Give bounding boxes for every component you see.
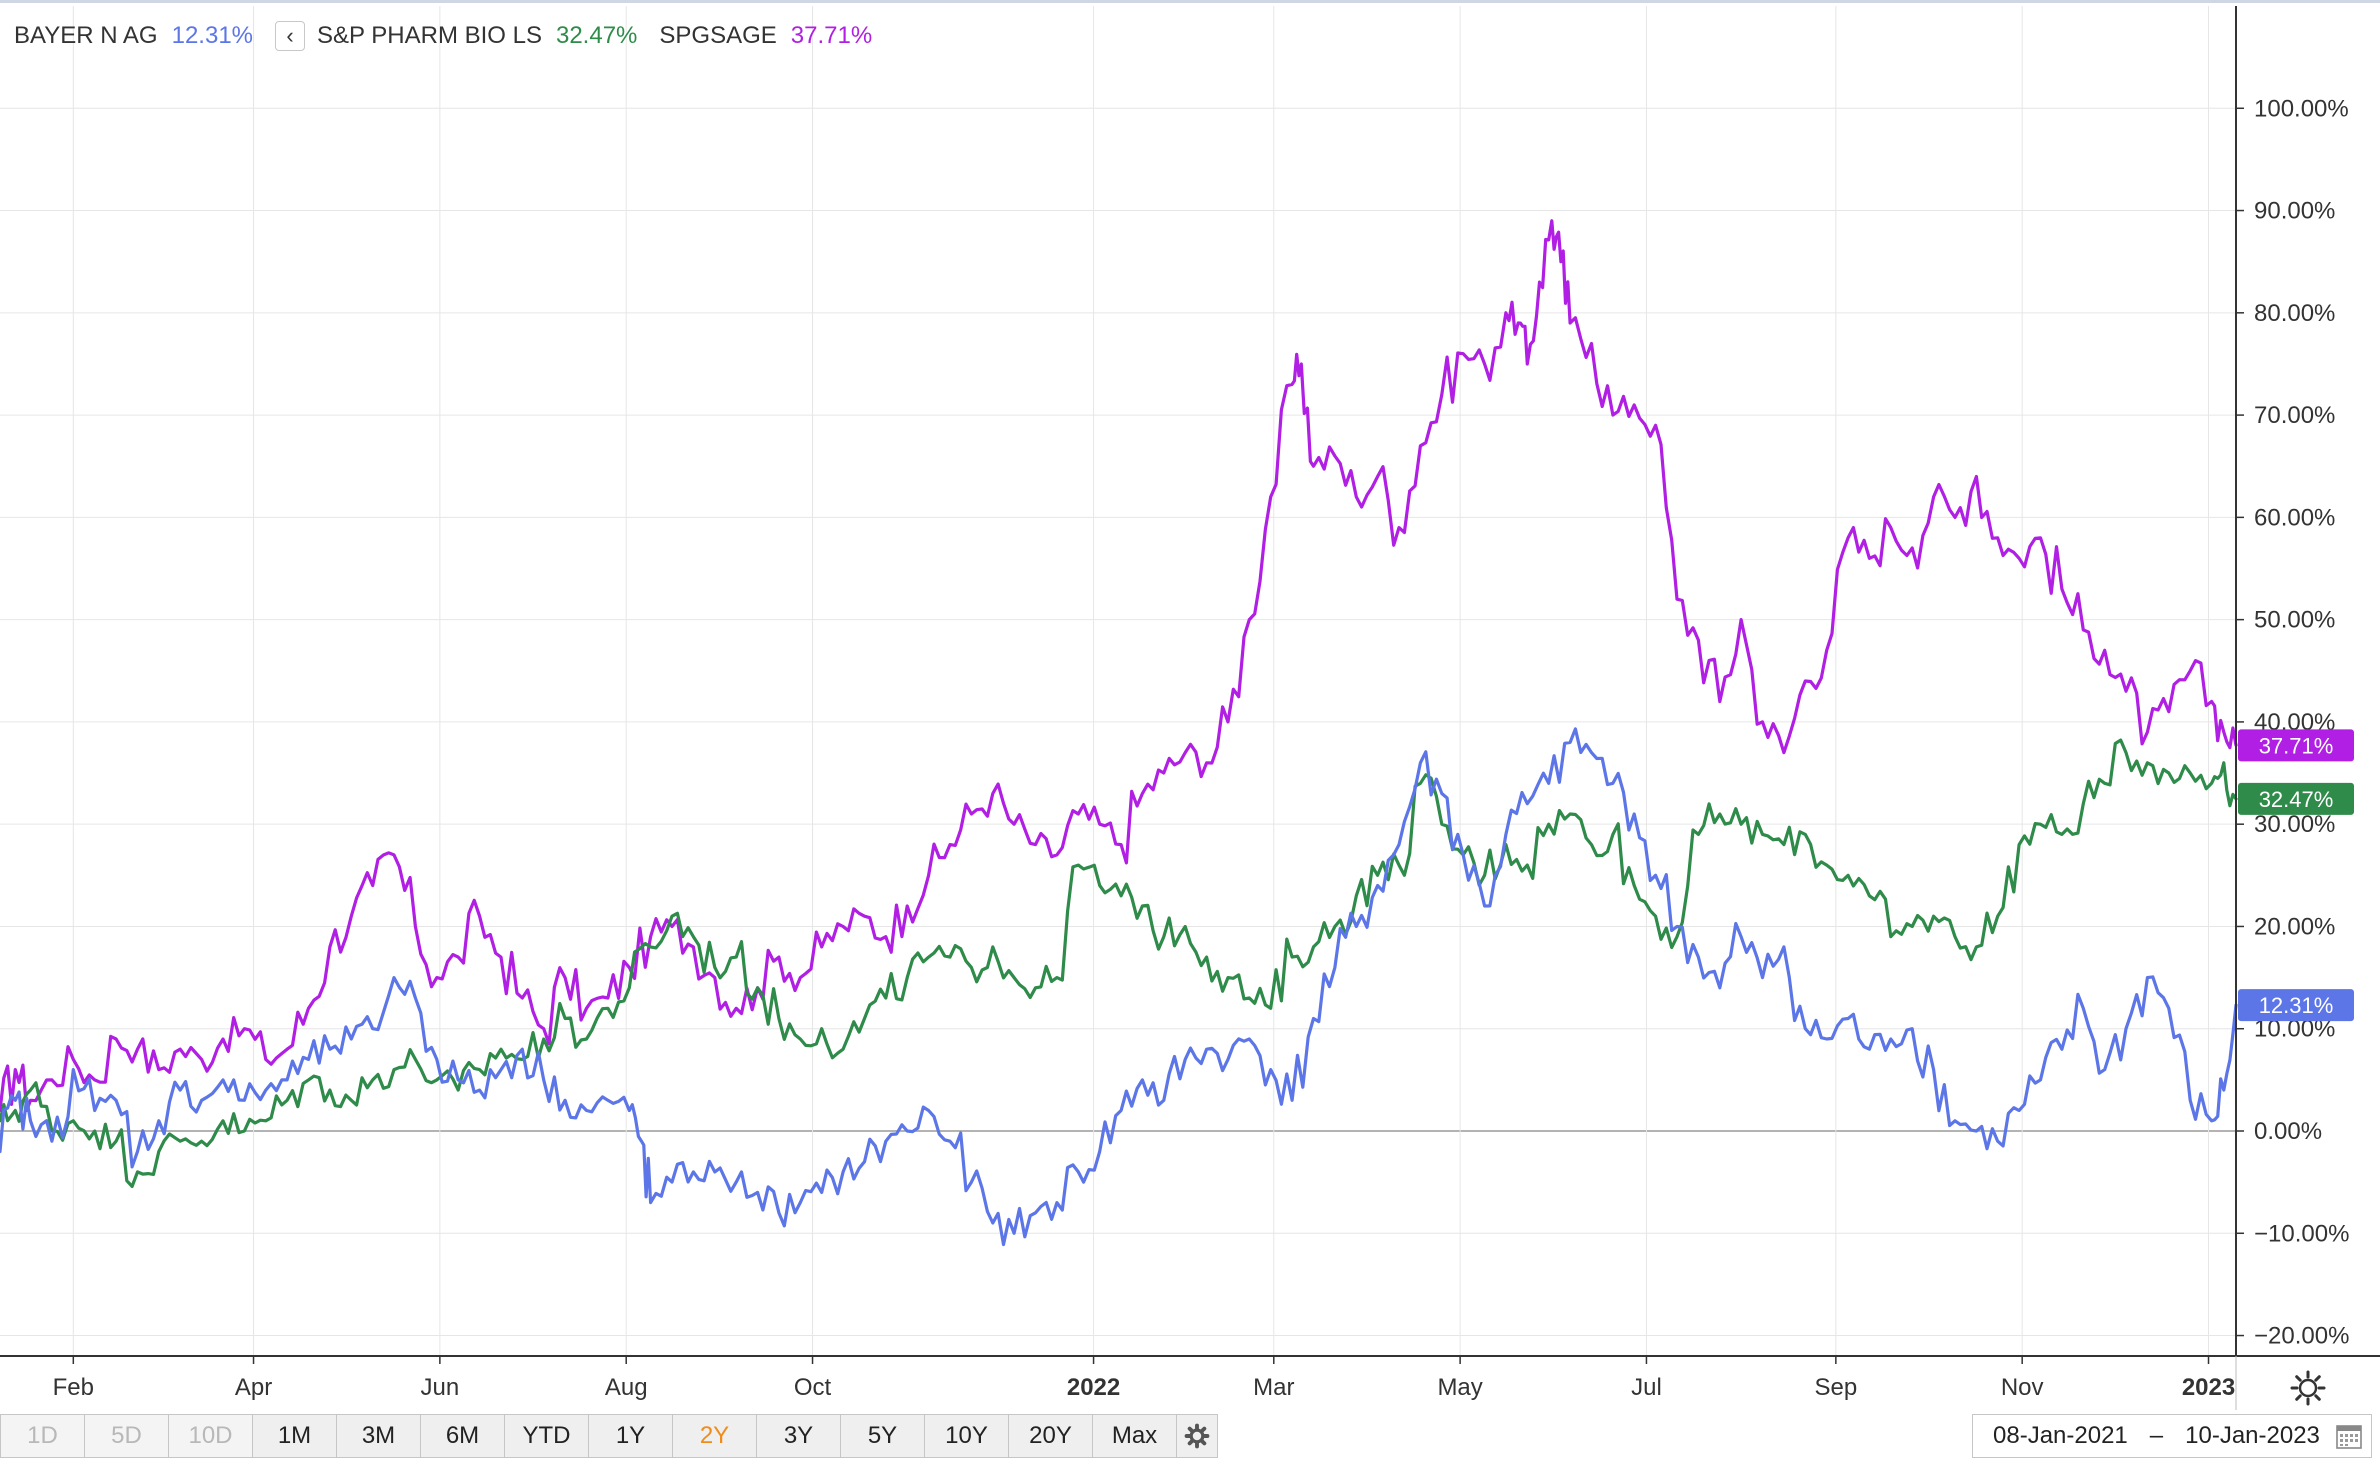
series-line bbox=[0, 738, 2238, 1188]
y-tick-label: 30.00% bbox=[2254, 811, 2335, 838]
y-tick-label: −20.00% bbox=[2254, 1323, 2349, 1350]
x-tick-label: Mar bbox=[1253, 1374, 1294, 1401]
x-tick-label: Oct bbox=[794, 1374, 832, 1401]
legend-value-bayer: 12.31% bbox=[171, 22, 254, 49]
range-button-1y[interactable]: 1Y bbox=[588, 1414, 673, 1458]
legend-name-bayer: BAYER N AG bbox=[14, 22, 158, 49]
x-tick-label: Apr bbox=[235, 1374, 272, 1401]
x-tick-label: May bbox=[1437, 1374, 1482, 1401]
last-value-label: 32.47% bbox=[2259, 787, 2334, 812]
date-range-picker[interactable]: 08-Jan-2021 – 10-Jan-2023 bbox=[1972, 1414, 2372, 1458]
series-line bbox=[0, 219, 2238, 1113]
last-value-label: 12.31% bbox=[2259, 993, 2334, 1018]
calendar-icon[interactable] bbox=[2335, 1422, 2363, 1450]
y-tick-label: 0.00% bbox=[2254, 1118, 2322, 1145]
y-tick-label: 70.00% bbox=[2254, 402, 2335, 429]
x-tick-label: Aug bbox=[605, 1374, 648, 1401]
x-tick-label: Feb bbox=[53, 1374, 94, 1401]
range-button-5y[interactable]: 5Y bbox=[840, 1414, 925, 1458]
top-border bbox=[0, 0, 2380, 3]
last-value-badges: 37.71% 32.47% 12.31% bbox=[2238, 729, 2354, 1022]
date-range-to[interactable]: 10-Jan-2023 bbox=[2185, 1422, 2320, 1449]
legend-value-spgsage: 37.71% bbox=[790, 22, 873, 49]
y-tick-label: 20.00% bbox=[2254, 913, 2335, 940]
gear-icon bbox=[1184, 1423, 1210, 1449]
legend-name-pharm: S&P PHARM BIO LS bbox=[317, 22, 542, 49]
x-tick-label: Nov bbox=[2001, 1374, 2044, 1401]
range-button-3y[interactable]: 3Y bbox=[756, 1414, 841, 1458]
y-tick-label: 100.00% bbox=[2254, 95, 2349, 122]
range-button-10d[interactable]: 10D bbox=[168, 1414, 253, 1458]
y-axis-ticks: 100.00%90.00%80.00%70.00%60.00%50.00%40.… bbox=[2236, 95, 2349, 1350]
range-button-1d[interactable]: 1D bbox=[0, 1414, 85, 1458]
x-axis-ticks: Feb Apr Jun Aug Oct 2022 Mar May Jul Sep Nov 2023 bbox=[53, 1356, 2235, 1401]
x-tick-label: Jul bbox=[1631, 1374, 1662, 1401]
legend-value-pharm: 32.47% bbox=[555, 22, 638, 49]
range-button-bar: 1D 5D 10D 1M 3M 6M YTD 1Y 2Y 3Y 5Y 10Y 2… bbox=[0, 1414, 1218, 1460]
series-line bbox=[0, 727, 2238, 1247]
last-value-badge bbox=[2238, 782, 2354, 815]
date-range-from[interactable]: 08-Jan-2021 bbox=[1993, 1422, 2128, 1449]
range-button-6m[interactable]: 6M bbox=[420, 1414, 505, 1458]
x-tick-label: Sep bbox=[1814, 1374, 1857, 1401]
range-settings-button[interactable] bbox=[1176, 1414, 1218, 1458]
chart-settings-icon[interactable] bbox=[2288, 1368, 2328, 1408]
grid bbox=[0, 6, 2236, 1356]
x-tick-label: 2023 bbox=[2182, 1374, 2235, 1401]
x-tick-label: Jun bbox=[421, 1374, 460, 1401]
chevron-left-icon: ‹ bbox=[286, 23, 294, 48]
y-tick-label: 80.00% bbox=[2254, 300, 2335, 327]
y-tick-label: 50.00% bbox=[2254, 607, 2335, 634]
legend-collapse-button[interactable]: ‹ bbox=[275, 21, 306, 51]
range-button-20y[interactable]: 20Y bbox=[1008, 1414, 1093, 1458]
chart-legend: BAYER N AG 12.31% ‹ S&P PHARM BIO LS 32.… bbox=[14, 16, 894, 56]
y-tick-label: 60.00% bbox=[2254, 504, 2335, 531]
last-value-badge bbox=[2238, 729, 2354, 762]
range-button-ytd[interactable]: YTD bbox=[504, 1414, 589, 1458]
date-range-separator: – bbox=[2149, 1422, 2164, 1449]
series-lines bbox=[0, 219, 2238, 1247]
range-button-5d[interactable]: 5D bbox=[84, 1414, 169, 1458]
x-tick-label: 2022 bbox=[1067, 1374, 1120, 1401]
last-value-badge bbox=[2238, 989, 2354, 1022]
last-value-label: 37.71% bbox=[2259, 733, 2334, 758]
y-tick-label: −10.00% bbox=[2254, 1220, 2349, 1247]
range-button-max[interactable]: Max bbox=[1092, 1414, 1177, 1458]
range-button-1m[interactable]: 1M bbox=[252, 1414, 337, 1458]
range-button-3m[interactable]: 3M bbox=[336, 1414, 421, 1458]
comparison-chart: 100.00%90.00%80.00%70.00%60.00%50.00%40.… bbox=[0, 0, 2380, 1410]
range-button-2y[interactable]: 2Y bbox=[672, 1414, 757, 1458]
y-tick-label: 90.00% bbox=[2254, 198, 2335, 225]
legend-name-spgsage: SPGSAGE bbox=[659, 22, 777, 49]
range-button-10y[interactable]: 10Y bbox=[924, 1414, 1009, 1458]
